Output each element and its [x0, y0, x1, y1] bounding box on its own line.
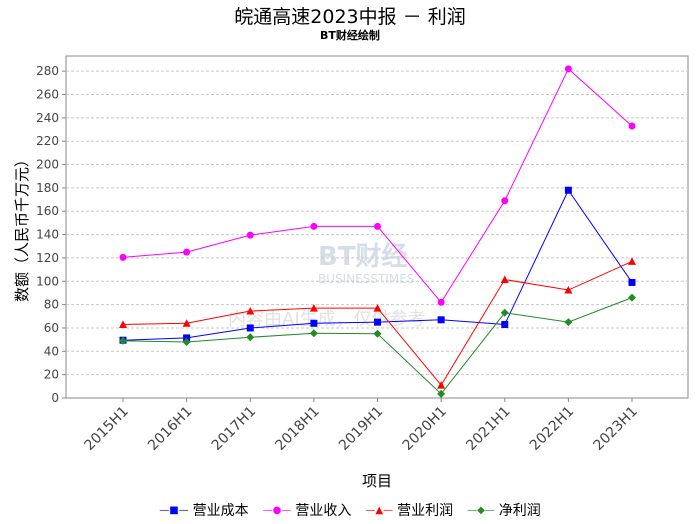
y-tick-label: 140 [36, 228, 59, 242]
y-tick-label: 160 [36, 204, 59, 218]
x-tick-label: 2018H1 [272, 404, 322, 454]
data-point-营业收入 [501, 197, 509, 205]
data-point-净利润 [500, 308, 509, 317]
data-point-营业成本 [310, 319, 318, 327]
y-tick-label: 40 [44, 344, 59, 358]
data-point-净利润 [437, 389, 446, 398]
legend-marker-icon: —▲— [365, 504, 394, 516]
y-axis-label: 数额（人民币千万元） [13, 152, 31, 302]
data-point-营业成本 [501, 320, 509, 328]
x-tick-label: 2023H1 [591, 404, 641, 454]
legend-marker-icon: —■— [159, 504, 189, 516]
legend-label: 净利润 [498, 503, 541, 519]
y-tick-label: 180 [36, 181, 59, 195]
watermark-logo: BT财经 [318, 241, 408, 272]
y-tick-label: 60 [44, 321, 59, 335]
data-point-营业成本 [564, 186, 572, 194]
watermark-text: BUSINESSTIMES [318, 272, 414, 286]
data-point-营业收入 [374, 222, 381, 230]
y-tick-label: 200 [36, 158, 59, 172]
data-point-营业成本 [246, 324, 254, 332]
y-tick-label: 260 [36, 88, 59, 102]
data-point-营业利润 [309, 304, 318, 312]
data-point-营业收入 [564, 65, 572, 73]
data-point-营业收入 [119, 253, 127, 261]
y-tick-label: 220 [36, 134, 59, 148]
y-tick-label: 100 [36, 274, 59, 288]
legend-item: —◆— 净利润 [467, 500, 541, 520]
y-tick-label: 80 [44, 298, 59, 312]
legend-label: 营业成本 [192, 503, 249, 519]
legend-item: —■— 营业成本 [159, 500, 248, 520]
data-point-营业利润 [564, 286, 573, 294]
data-point-营业利润 [373, 304, 382, 312]
data-point-营业收入 [628, 122, 636, 130]
data-point-营业成本 [628, 278, 636, 286]
data-point-营业利润 [119, 320, 127, 328]
data-point-营业收入 [310, 222, 318, 230]
data-point-净利润 [309, 329, 318, 338]
x-tick-label: 2015H1 [82, 404, 132, 454]
x-tick-label: 2016H1 [145, 404, 195, 454]
x-tick-label: 2022H1 [527, 404, 577, 454]
x-tick-label: 2017H1 [209, 404, 259, 454]
data-point-净利润 [564, 318, 573, 327]
data-point-营业收入 [437, 298, 445, 306]
data-point-营业利润 [182, 319, 191, 327]
data-point-营业利润 [246, 307, 255, 315]
data-point-净利润 [246, 333, 255, 342]
data-point-营业利润 [628, 257, 636, 265]
data-point-营业收入 [183, 248, 191, 256]
chart-subtitle: BT财经绘制 [320, 29, 380, 42]
legend-marker-icon: —◆— [467, 504, 495, 516]
x-tick-label: 2019H1 [336, 404, 386, 454]
data-point-净利润 [119, 336, 127, 345]
data-point-营业成本 [437, 316, 445, 324]
x-tick-label: 2020H1 [400, 404, 450, 454]
data-point-净利润 [628, 293, 636, 302]
data-point-营业利润 [437, 381, 446, 389]
legend-label: 营业利润 [397, 503, 454, 519]
data-point-营业成本 [183, 334, 191, 342]
x-axis-label: 项目 [362, 472, 392, 490]
legend-item: —●— 营业收入 [263, 500, 352, 520]
data-point-营业成本 [374, 318, 381, 326]
legend-item: —▲— 营业利润 [365, 500, 453, 520]
data-point-营业收入 [246, 231, 254, 239]
y-tick-label: 240 [36, 111, 59, 125]
x-tick-label: 2021H1 [463, 404, 513, 454]
legend-marker-icon: —●— [262, 504, 292, 516]
chart-title: 皖通高速2023中报 － 利润 [234, 6, 466, 28]
data-point-营业利润 [500, 275, 509, 284]
data-point-净利润 [373, 329, 382, 338]
legend-label: 营业收入 [295, 503, 352, 519]
y-tick-label: 0 [51, 391, 59, 405]
legend: —■— 营业成本 —●— 营业收入 —▲— 营业利润 —◆— 净利润 [0, 500, 700, 520]
watermark-disclaimer: 内容由AI生成，仅供参考 [228, 309, 426, 330]
data-point-净利润 [182, 337, 191, 346]
y-tick-label: 120 [36, 251, 59, 265]
y-tick-label: 280 [36, 64, 59, 78]
y-tick-label: 20 [44, 368, 59, 382]
